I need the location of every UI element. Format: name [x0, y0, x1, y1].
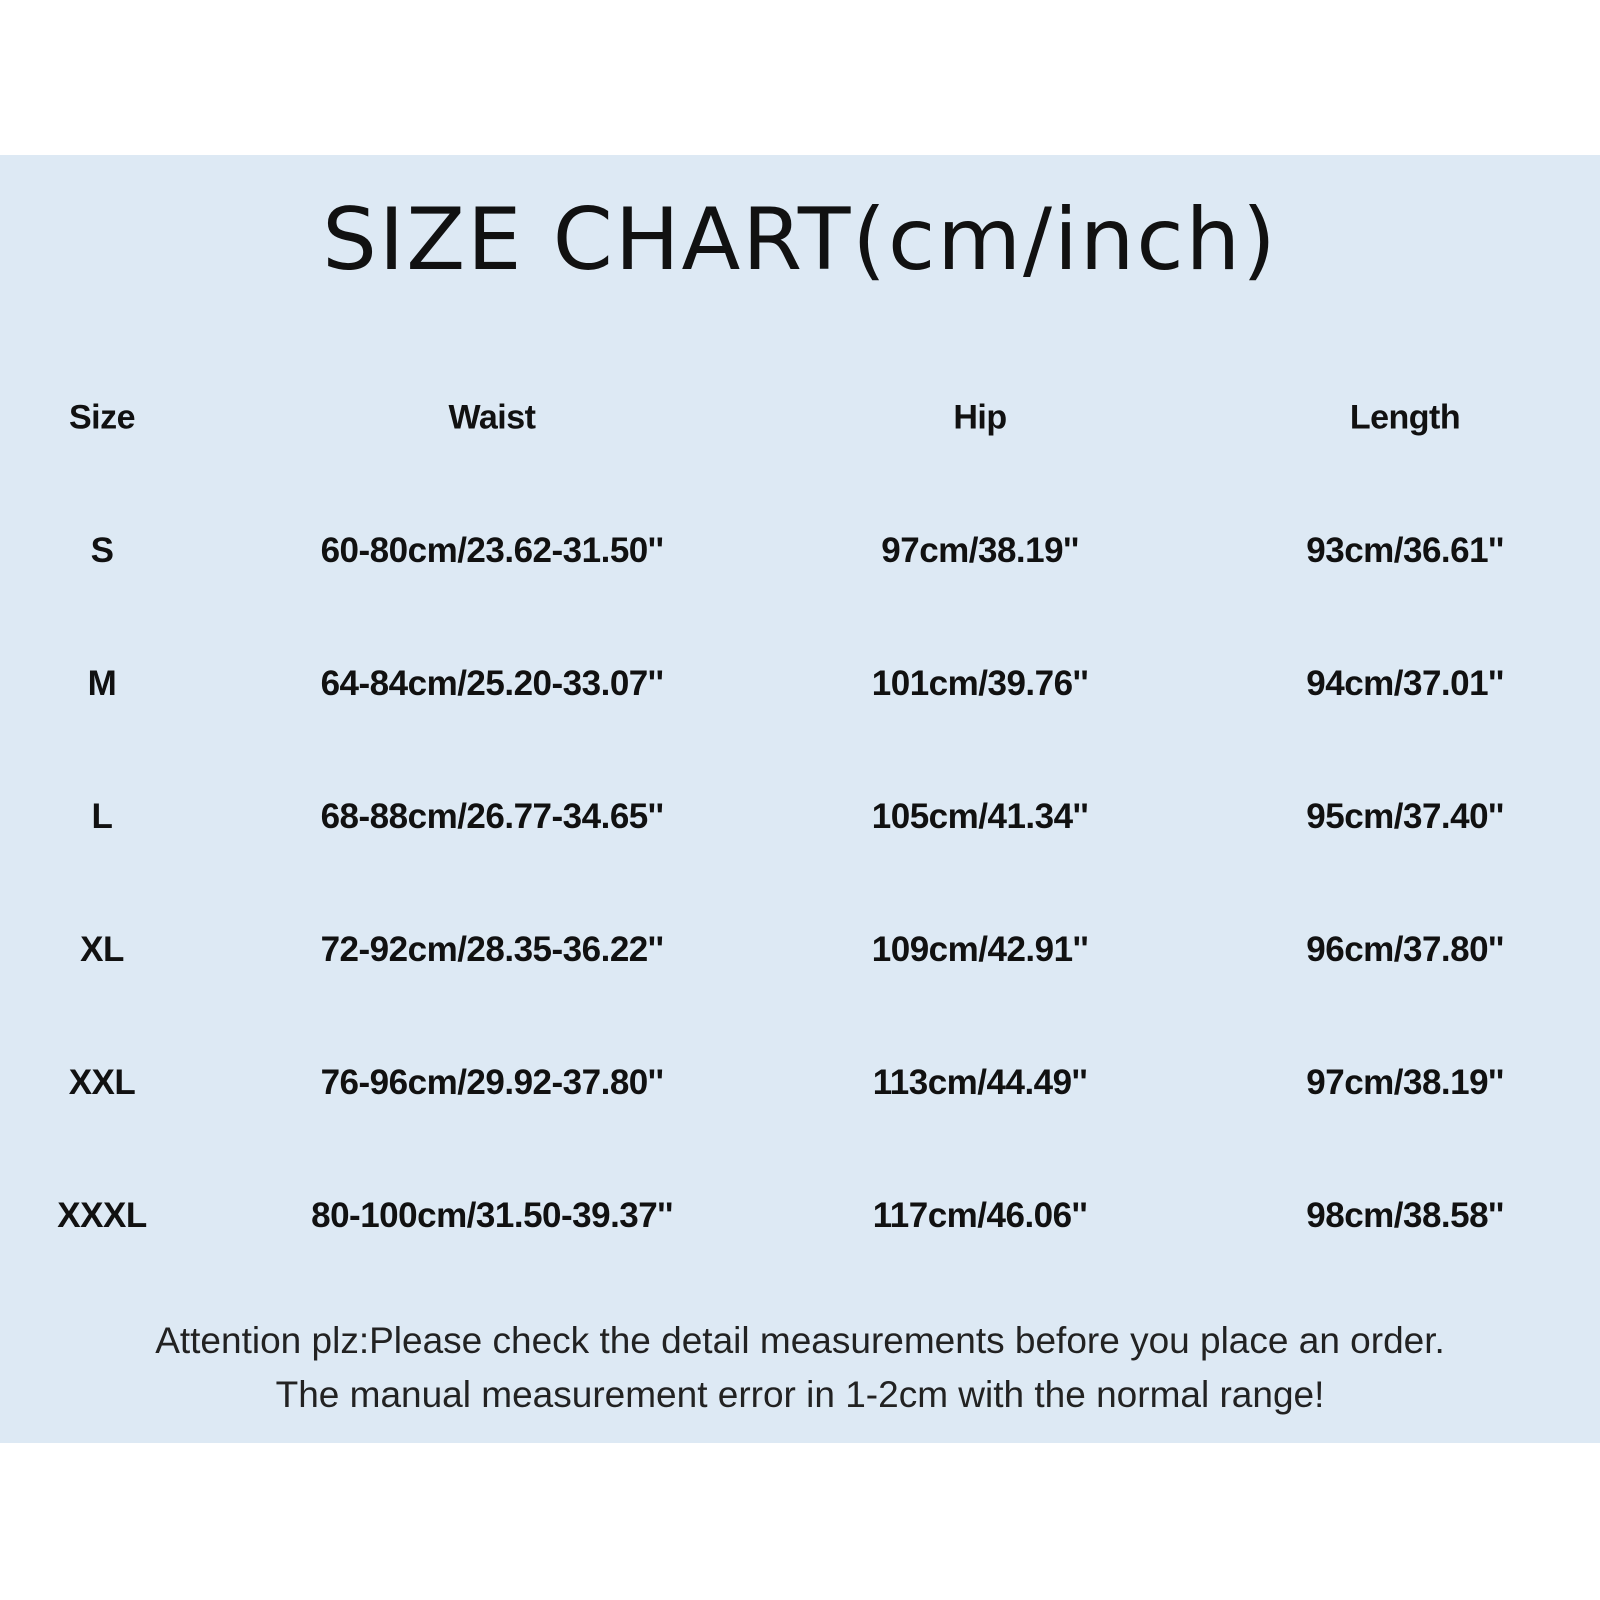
column-header: Length — [1349, 398, 1461, 437]
table-cell: L — [91, 797, 113, 836]
table-cell: XXL — [68, 1063, 136, 1102]
table-cell: S — [90, 531, 114, 570]
table-cell: 93cm/36.61'' — [1306, 531, 1504, 570]
table-cell: 96cm/37.80'' — [1306, 930, 1504, 969]
chart-title: SIZE CHART(cm/inch) — [322, 190, 1278, 290]
table-cell: 101cm/39.76'' — [871, 664, 1089, 703]
table-cell: 68-88cm/26.77-34.65'' — [320, 797, 664, 836]
table-cell: 97cm/38.19'' — [1306, 1063, 1504, 1102]
table-cell: 60-80cm/23.62-31.50'' — [320, 531, 664, 570]
size-chart-panel — [0, 155, 1600, 1443]
table-cell: 76-96cm/29.92-37.80'' — [320, 1063, 664, 1102]
table-cell: 105cm/41.34'' — [871, 797, 1089, 836]
table-cell: 97cm/38.19'' — [881, 531, 1079, 570]
table-cell: 113cm/44.49'' — [872, 1063, 1088, 1102]
table-cell: 94cm/37.01'' — [1306, 664, 1504, 703]
table-cell: 80-100cm/31.50-39.37'' — [311, 1196, 673, 1235]
table-cell: 117cm/46.06'' — [872, 1196, 1088, 1235]
table-cell: 72-92cm/28.35-36.22'' — [320, 930, 664, 969]
note-line-2: The manual measurement error in 1-2cm wi… — [275, 1374, 1325, 1415]
table-cell: 98cm/38.58'' — [1306, 1196, 1504, 1235]
column-header: Size — [68, 398, 136, 437]
note-line-1: Attention plz:Please check the detail me… — [155, 1320, 1445, 1361]
table-cell: 109cm/42.91'' — [871, 930, 1089, 969]
column-header: Hip — [953, 398, 1007, 437]
table-cell: XXXL — [57, 1196, 147, 1235]
table-cell: 64-84cm/25.20-33.07'' — [320, 664, 664, 703]
column-header: Waist — [448, 398, 536, 437]
table-cell: XL — [80, 930, 124, 969]
table-cell: M — [87, 664, 117, 703]
table-cell: 95cm/37.40'' — [1306, 797, 1504, 836]
